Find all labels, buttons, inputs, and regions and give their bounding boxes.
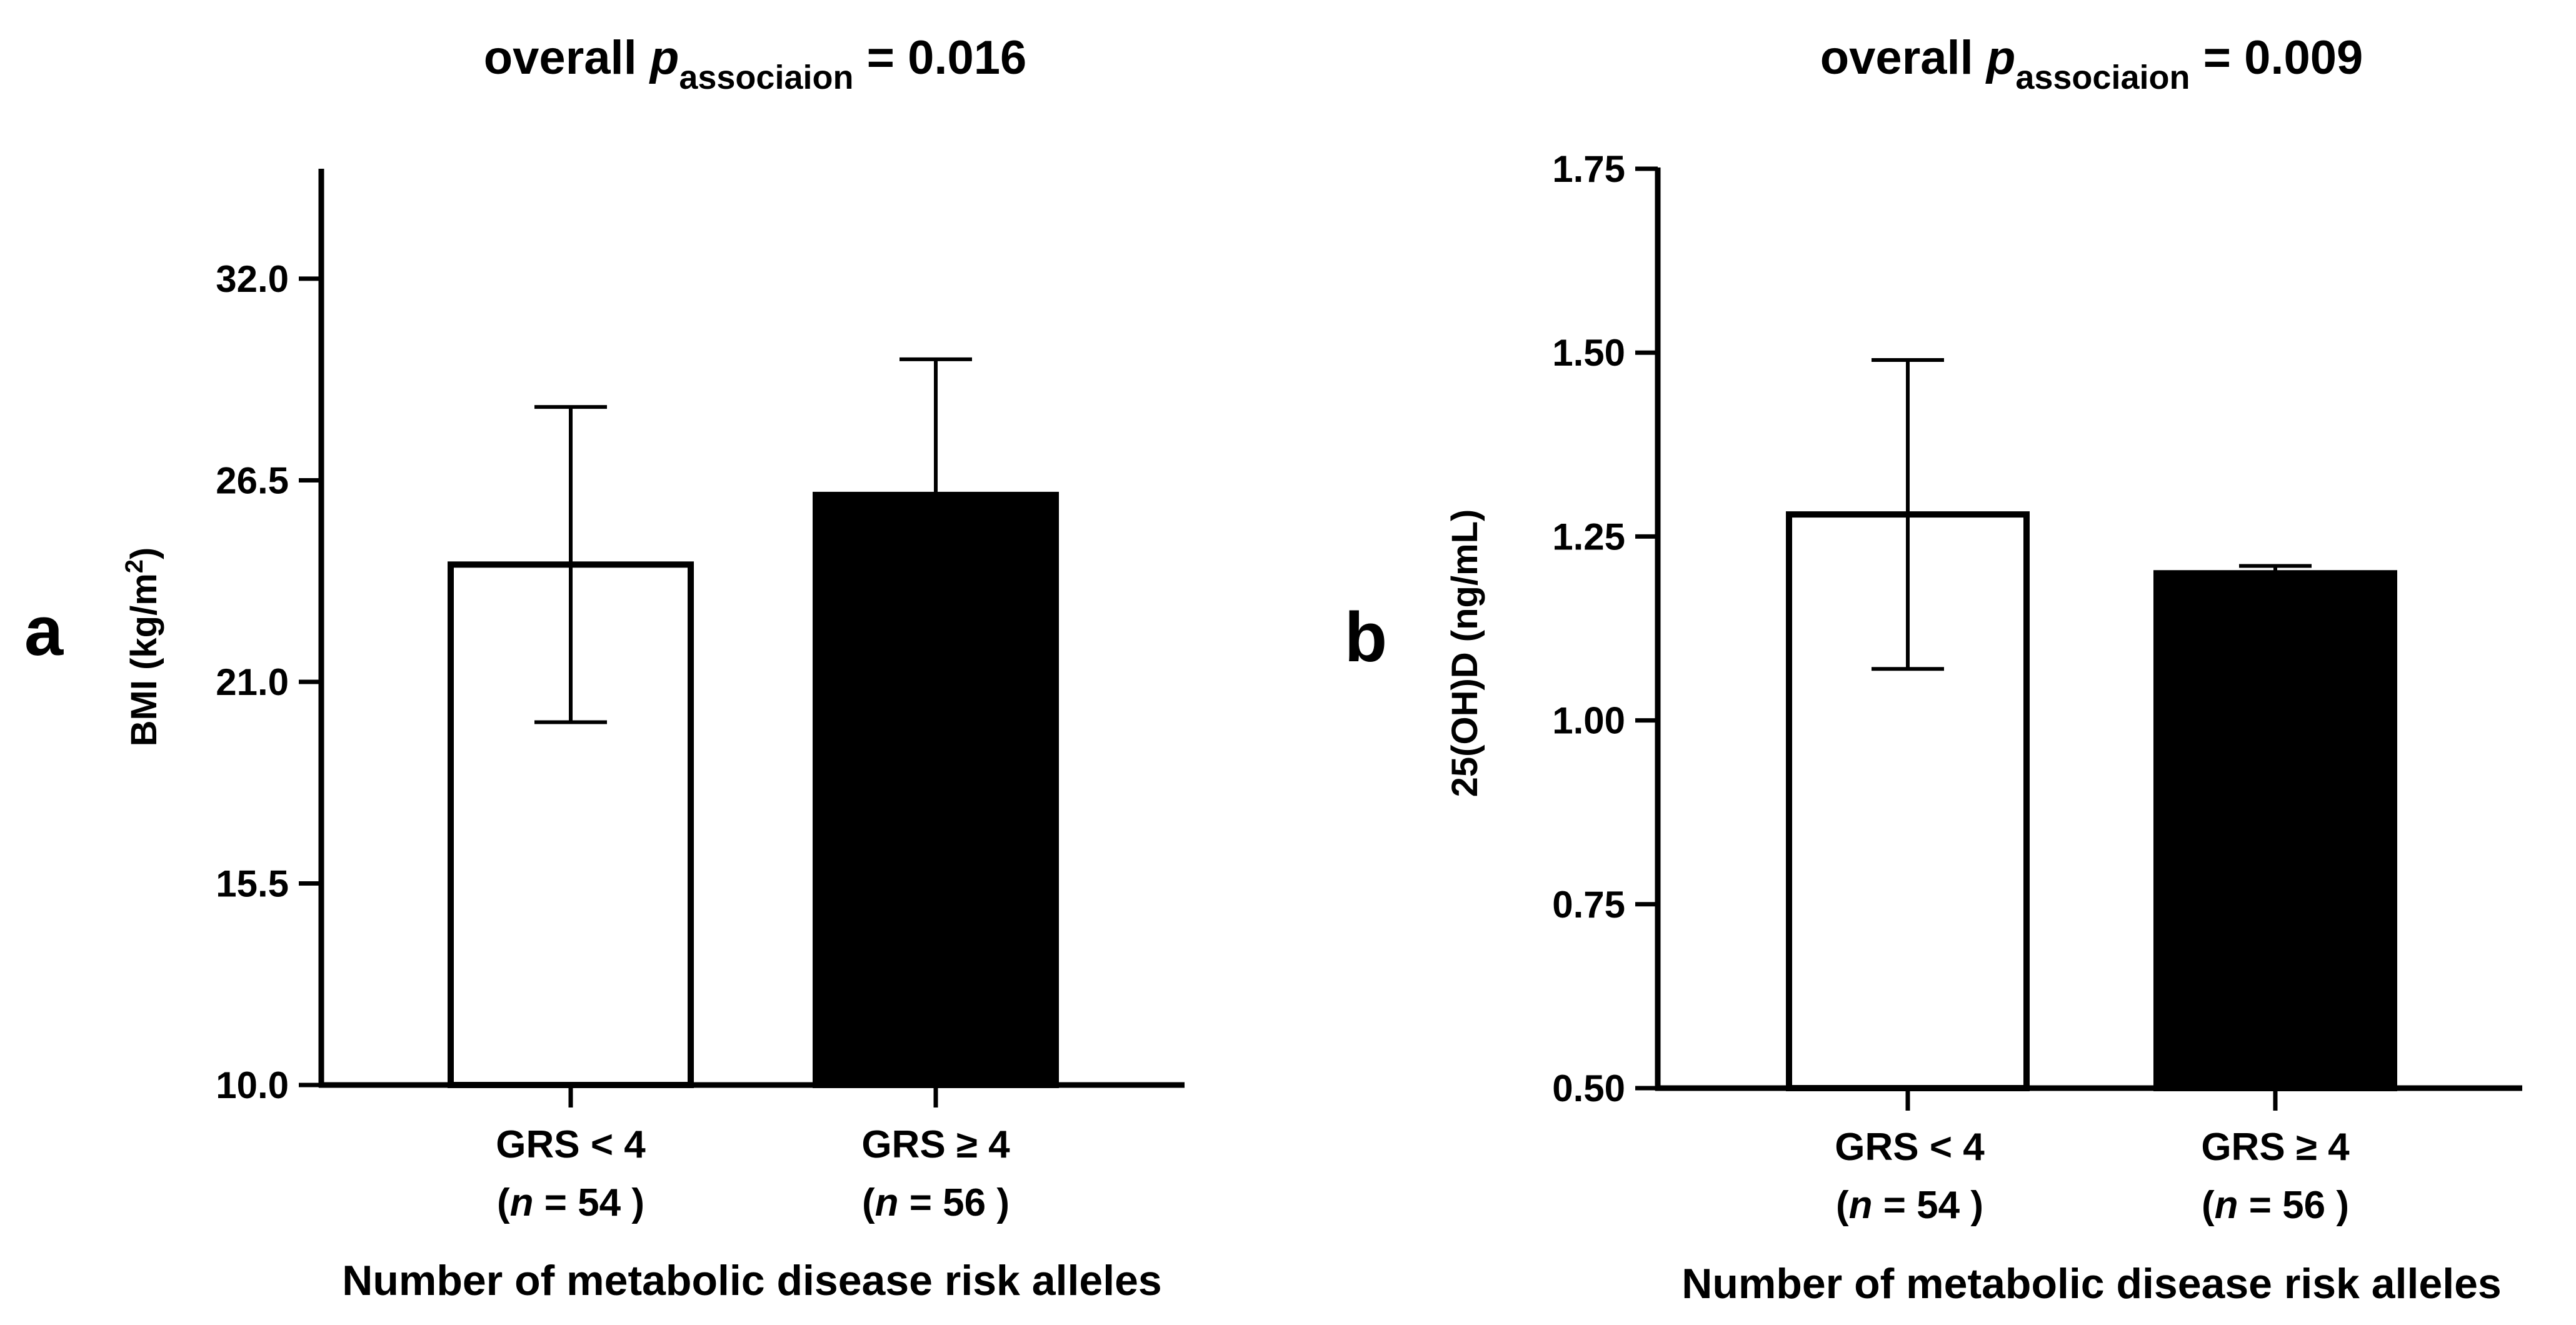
panel-a-y-tick-label: 32.0	[216, 258, 289, 300]
panel-b-y-tick-label: 1.75	[1552, 148, 1625, 190]
panel-a-title: overall passociaion = 0.016	[484, 31, 1027, 96]
panel-b-category-label: GRS < 4	[1835, 1126, 1985, 1169]
panel-a-category-label: GRS ≥ 4	[861, 1123, 1010, 1166]
panel-b-category-label: GRS ≥ 4	[2201, 1126, 2350, 1169]
panel-a-xlabel: Number of metabolic disease risk alleles	[342, 1257, 1161, 1304]
panel-a-y-tick-label: 15.5	[216, 862, 289, 904]
panel-b-xlabel: Number of metabolic disease risk alleles	[1681, 1260, 2501, 1308]
panel-a-y-tick-label: 21.0	[216, 661, 289, 703]
chart-panel-a: a overall passociaion = 0.016 BMI (kg/m2…	[24, 31, 1185, 1304]
panel-b-y-ticks: 0.50 0.75 1.00 1.25 1.50 1.75	[1552, 148, 1658, 1109]
panel-a-y-tick-label: 26.5	[216, 459, 289, 501]
panel-a-category-n: (n = 56 )	[862, 1181, 1010, 1224]
panel-b-y-tick-label: 0.75	[1552, 884, 1625, 926]
panel-a-y-tick-label: 10.0	[216, 1064, 289, 1106]
panel-a-letter: a	[24, 592, 64, 670]
panel-b-letter: b	[1345, 598, 1387, 676]
panel-b-title: overall passociaion = 0.009	[1820, 31, 2363, 96]
panel-b-error-bars	[1872, 358, 2312, 671]
panel-b-y-tick-label: 1.50	[1552, 332, 1625, 374]
panel-a-ylabel: BMI (kg/m2)	[121, 548, 164, 747]
panel-b-y-tick-label: 0.50	[1552, 1068, 1625, 1109]
panel-a-bar-filled	[813, 491, 1059, 1088]
panel-a-category-n: (n = 54 )	[497, 1181, 644, 1224]
panel-a-category-label: GRS < 4	[496, 1123, 646, 1166]
panel-b-category-n: (n = 54 )	[1836, 1184, 1983, 1227]
panel-a-bars	[448, 491, 1059, 1088]
panel-b-y-tick-label: 1.00	[1552, 700, 1625, 742]
chart-panel-b: b overall passociaion = 0.009 25(OH)D (n…	[1345, 31, 2522, 1308]
panel-a-error-bars	[534, 357, 972, 724]
panel-b-bar-filled	[2153, 570, 2397, 1091]
panel-b-ylabel: 25(OH)D (ng/mL)	[1445, 509, 1485, 798]
panel-b-y-tick-label: 1.25	[1552, 516, 1625, 558]
panel-a-y-ticks: 10.0 15.5 21.0 26.5 32.0	[216, 258, 321, 1106]
panel-b-category-n: (n = 56 )	[2202, 1184, 2349, 1227]
